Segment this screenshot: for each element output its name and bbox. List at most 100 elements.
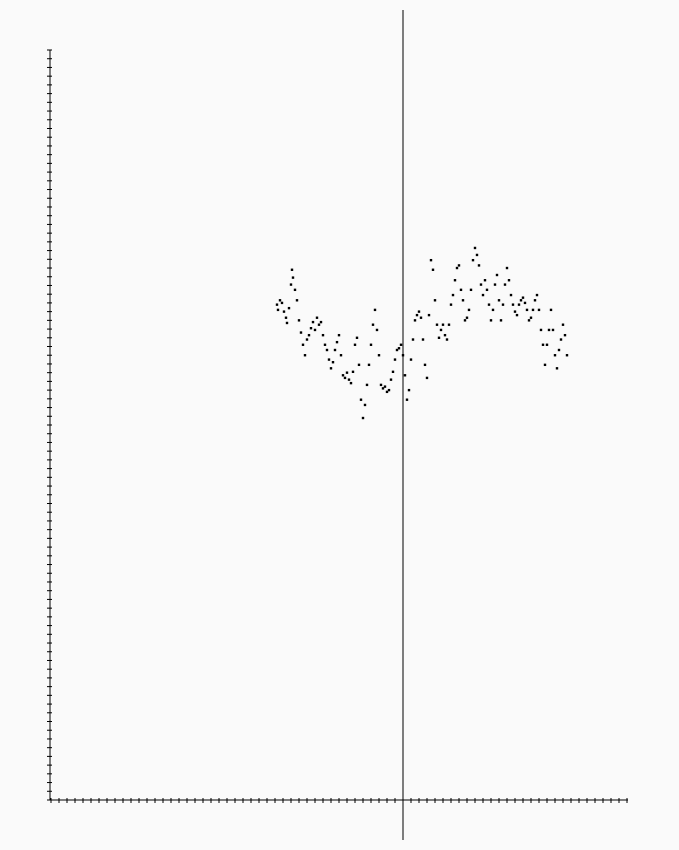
point [449,303,453,306]
point [523,301,527,305]
point [337,333,341,337]
point [309,326,313,330]
point [539,328,543,332]
point [529,316,533,319]
point [349,381,353,385]
point [459,288,463,292]
point [375,328,379,332]
point [367,363,371,367]
point [447,323,451,326]
point [409,358,413,361]
point [333,348,337,352]
point [385,390,389,394]
point [275,303,279,306]
point [507,279,511,282]
point [403,374,407,377]
point [515,313,519,317]
point [335,340,339,344]
point [521,296,525,299]
point [357,363,361,367]
point [437,336,441,339]
point [473,246,477,250]
point [553,354,557,357]
point [301,343,305,346]
point [471,258,475,262]
point [433,299,437,302]
point [313,328,317,332]
point [383,385,387,388]
point [425,376,429,380]
point [353,343,357,346]
point [487,303,491,306]
point [365,383,369,387]
point [445,338,449,341]
point [413,319,417,322]
point [285,321,289,325]
point [405,398,409,401]
point [509,293,513,297]
point [351,370,355,374]
point [541,343,545,346]
point [485,288,489,292]
point [293,288,297,292]
point [429,258,433,262]
point [307,333,311,337]
point [355,336,359,339]
point [331,361,335,364]
point [329,367,333,370]
point [299,331,303,334]
point [395,348,399,352]
point [321,333,325,337]
point [537,308,541,312]
point [491,308,495,312]
point [493,283,497,286]
point [419,316,423,319]
point [483,279,487,282]
point [469,288,473,292]
point [563,333,567,337]
point [477,264,481,267]
point [387,388,391,392]
point [561,323,565,326]
point [361,416,365,420]
point [295,299,299,302]
point [519,299,523,302]
point [543,363,547,367]
point [327,358,331,361]
point [289,283,293,286]
point [347,378,351,381]
point [565,354,569,357]
point [319,320,323,324]
point [339,354,343,357]
point [547,328,551,332]
point [290,268,294,271]
point [315,316,319,319]
point [401,354,405,357]
point [467,308,471,312]
point [287,306,291,310]
point [465,316,469,319]
point [341,374,345,377]
point [323,343,327,346]
point [373,308,377,312]
point [431,268,435,271]
point [549,308,553,312]
point [525,308,529,312]
point [463,319,467,322]
point [511,303,515,306]
point [305,338,309,341]
point [423,363,427,367]
point [535,293,539,297]
point [391,370,395,374]
point [291,276,295,279]
point [415,313,419,317]
point [369,343,373,346]
point [325,348,329,352]
point [411,338,415,341]
point [551,328,555,332]
point [397,347,401,350]
point [557,348,561,352]
point [457,264,461,267]
point [345,371,349,374]
